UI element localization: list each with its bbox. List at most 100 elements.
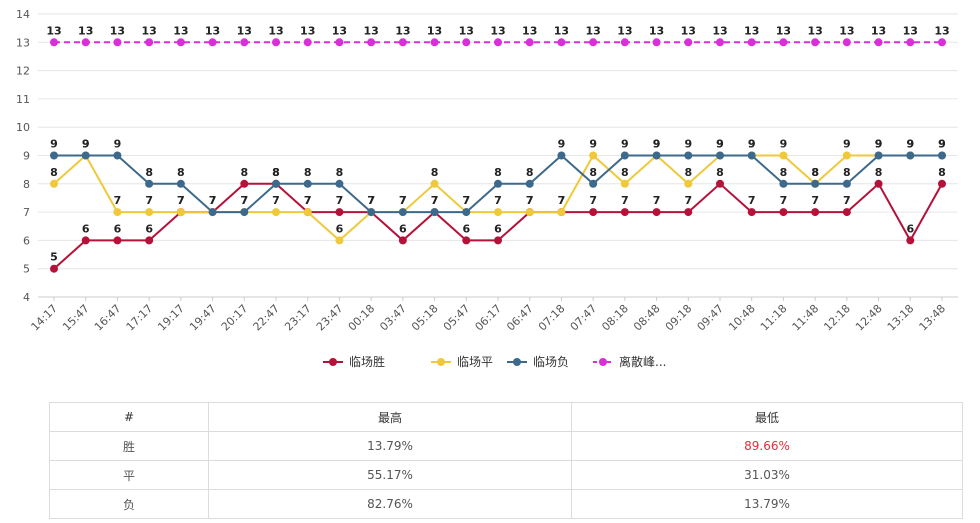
x-tick-label: 23:47: [314, 302, 346, 334]
legend-label: 临场胜: [349, 354, 385, 369]
data-point: [176, 38, 185, 47]
data-point: [81, 236, 90, 245]
y-tick-label: 14: [16, 8, 30, 21]
data-label: 9: [780, 138, 788, 151]
x-tick-label: 03:47: [377, 302, 409, 334]
y-tick-label: 5: [23, 263, 30, 276]
data-label: 13: [459, 24, 474, 37]
chart-legend[interactable]: 临场胜 临场平 临场负 离散峰...: [323, 354, 666, 369]
data-label: 7: [304, 194, 312, 207]
data-label: 7: [240, 194, 248, 207]
data-point: [557, 38, 566, 47]
row-high: 55.17%: [208, 460, 572, 490]
data-label: 7: [621, 194, 629, 207]
y-tick-label: 11: [16, 93, 30, 106]
data-point: [811, 179, 820, 188]
x-tick-label: 23:17: [282, 302, 314, 334]
data-label: 13: [649, 24, 664, 37]
y-tick-label: 10: [16, 121, 30, 134]
data-point: [557, 151, 566, 160]
data-label: 8: [272, 166, 280, 179]
data-label: 7: [589, 194, 597, 207]
data-point: [81, 38, 90, 47]
x-tick-label: 07:47: [568, 302, 600, 334]
data-point: [240, 38, 249, 47]
data-label: 13: [554, 24, 569, 37]
line-chart: 4 5 6 7 8 9 10 11 12 13 14 14:17 15:47 16:47 17:17 19:1…: [16, 8, 958, 369]
data-label: 7: [367, 194, 375, 207]
data-label: 13: [268, 24, 283, 37]
data-point: [652, 208, 661, 217]
legend-label: 离散峰...: [619, 354, 666, 369]
data-label: 6: [494, 222, 502, 235]
data-label: 6: [399, 222, 407, 235]
data-label: 7: [462, 194, 470, 207]
x-tick-label: 19:47: [187, 302, 219, 334]
x-tick-label: 19:17: [155, 302, 187, 334]
data-point: [747, 151, 756, 160]
data-point: [779, 208, 788, 217]
data-point: [494, 236, 502, 245]
data-point: [398, 38, 407, 47]
data-point: [747, 38, 756, 47]
data-point: [272, 38, 280, 47]
table-row: 胜 13.79% 89.66%: [49, 431, 963, 461]
legend-item[interactable]: 临场平: [431, 355, 493, 369]
data-label: 8: [780, 166, 788, 179]
row-low: 31.03%: [571, 460, 963, 490]
chart-series: [50, 38, 946, 273]
data-label: 7: [209, 194, 217, 207]
data-label: 9: [843, 138, 851, 151]
y-tick-label: 8: [23, 178, 30, 191]
data-label: 7: [684, 194, 692, 207]
data-point: [494, 38, 502, 47]
data-label: 9: [906, 138, 914, 151]
data-label: 9: [82, 138, 90, 151]
x-tick-label: 08:18: [599, 302, 631, 334]
row-label: 负: [49, 489, 209, 519]
data-label: 8: [240, 166, 248, 179]
data-point: [335, 38, 344, 47]
table-header-row: # 最高 最低: [49, 402, 963, 432]
data-label: 7: [399, 194, 407, 207]
legend-item[interactable]: 临场负: [507, 355, 569, 369]
data-label: 13: [681, 24, 696, 37]
data-label: 13: [585, 24, 600, 37]
data-label: 7: [462, 194, 470, 207]
x-tick-label: 13:18: [885, 302, 917, 334]
data-label: 9: [114, 138, 122, 151]
data-label: 8: [336, 166, 344, 179]
data-label: 7: [558, 194, 566, 207]
data-label: 7: [431, 194, 439, 207]
x-tick-label: 15:47: [60, 302, 92, 334]
data-point: [462, 38, 471, 47]
legend-item[interactable]: 离散峰...: [593, 354, 666, 369]
data-point: [874, 151, 883, 160]
legend-marker: [329, 358, 337, 366]
data-label: 9: [558, 138, 566, 151]
data-point: [50, 264, 58, 273]
data-point: [874, 38, 883, 47]
data-point: [335, 208, 344, 217]
data-label: 13: [522, 24, 537, 37]
data-point: [367, 208, 376, 217]
data-label: 13: [934, 24, 949, 37]
data-label: 9: [50, 138, 58, 151]
data-label: 8: [145, 166, 153, 179]
data-point: [684, 208, 693, 217]
data-label: 13: [839, 24, 854, 37]
data-label: 7: [558, 194, 566, 207]
data-point: [684, 38, 693, 47]
data-label: 13: [78, 24, 93, 37]
data-label: 13: [395, 24, 410, 37]
data-label: 13: [427, 24, 442, 37]
y-tick-label: 6: [23, 234, 30, 247]
legend-item[interactable]: 临场胜: [323, 354, 385, 369]
data-label: 7: [843, 194, 851, 207]
x-tick-label: 16:47: [92, 302, 124, 334]
data-point: [335, 179, 344, 188]
data-label: 13: [807, 24, 822, 37]
data-label: 13: [617, 24, 632, 37]
data-point: [684, 179, 693, 188]
data-point: [81, 151, 90, 160]
